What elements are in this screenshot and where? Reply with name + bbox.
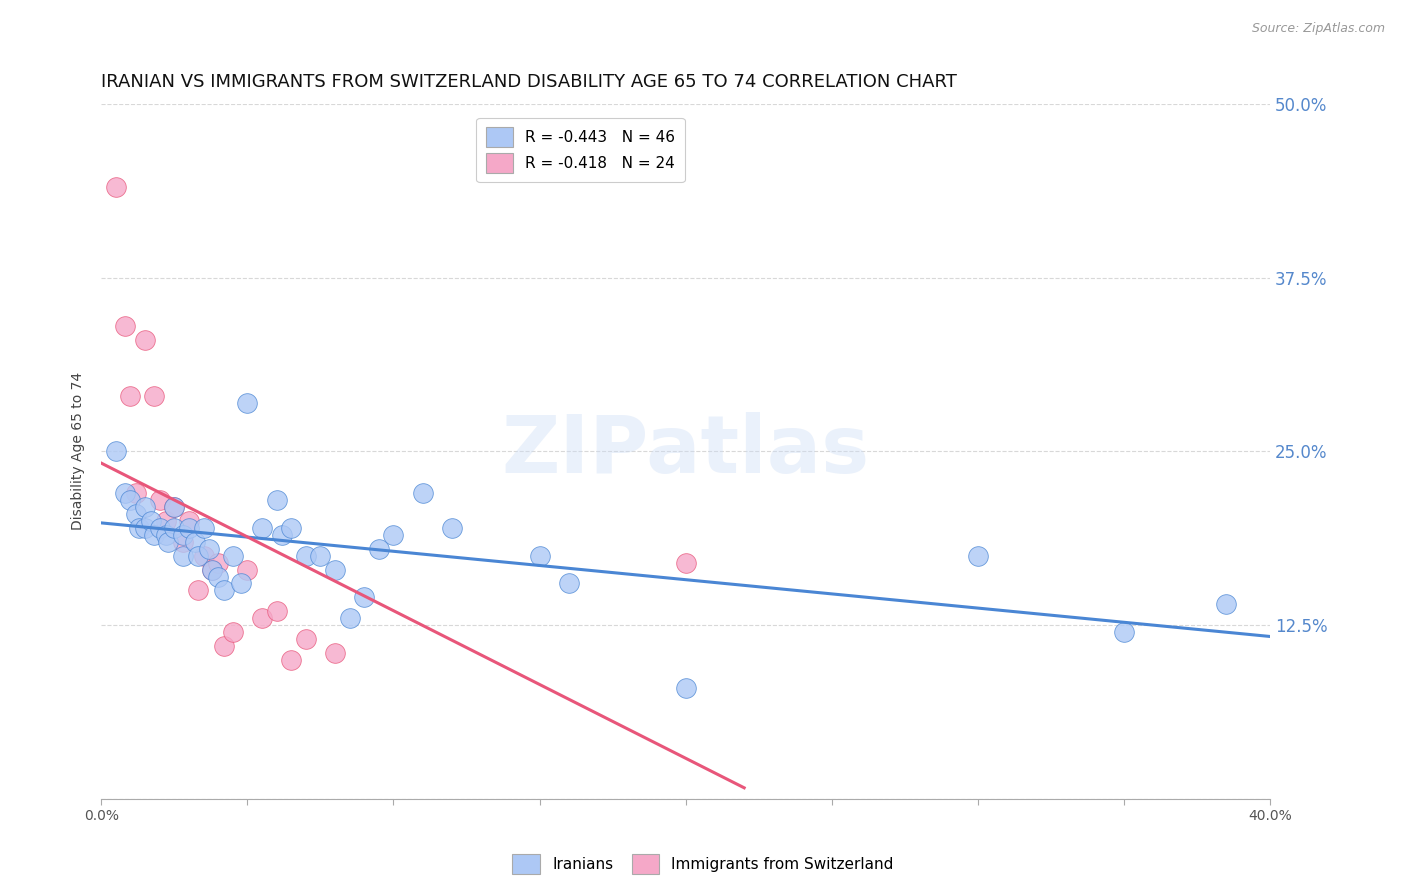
Point <box>222 549 245 563</box>
Point <box>266 604 288 618</box>
Point <box>558 576 581 591</box>
Point <box>201 563 224 577</box>
Point <box>177 521 200 535</box>
Point <box>367 541 389 556</box>
Y-axis label: Disability Age 65 to 74: Disability Age 65 to 74 <box>72 372 86 531</box>
Point <box>198 541 221 556</box>
Point <box>675 681 697 695</box>
Point <box>187 583 209 598</box>
Legend: R = -0.443   N = 46, R = -0.418   N = 24: R = -0.443 N = 46, R = -0.418 N = 24 <box>477 119 685 182</box>
Point <box>323 563 346 577</box>
Point <box>163 500 186 514</box>
Point <box>134 500 156 514</box>
Point <box>207 569 229 583</box>
Point <box>201 563 224 577</box>
Point <box>212 583 235 598</box>
Point <box>231 576 253 591</box>
Point <box>139 514 162 528</box>
Point <box>177 514 200 528</box>
Point <box>236 563 259 577</box>
Point <box>339 611 361 625</box>
Point <box>120 389 142 403</box>
Point <box>193 521 215 535</box>
Point <box>294 632 316 646</box>
Point <box>187 549 209 563</box>
Point <box>184 534 207 549</box>
Point <box>149 521 172 535</box>
Point <box>967 549 990 563</box>
Point <box>155 528 177 542</box>
Point <box>142 389 165 403</box>
Point <box>114 486 136 500</box>
Point <box>675 556 697 570</box>
Point <box>157 534 180 549</box>
Point <box>155 514 177 528</box>
Point <box>125 486 148 500</box>
Point <box>149 493 172 508</box>
Point <box>412 486 434 500</box>
Point <box>294 549 316 563</box>
Point <box>120 493 142 508</box>
Point <box>104 444 127 458</box>
Point <box>266 493 288 508</box>
Point <box>440 521 463 535</box>
Point <box>280 653 302 667</box>
Point <box>134 333 156 347</box>
Point <box>114 319 136 334</box>
Point <box>212 639 235 653</box>
Point <box>323 646 346 660</box>
Point <box>172 534 194 549</box>
Text: ZIPatlas: ZIPatlas <box>502 412 870 491</box>
Point <box>163 500 186 514</box>
Point <box>1114 625 1136 640</box>
Point <box>250 611 273 625</box>
Point <box>142 528 165 542</box>
Point <box>309 549 332 563</box>
Point <box>236 395 259 409</box>
Point <box>382 528 405 542</box>
Point <box>222 625 245 640</box>
Point <box>172 528 194 542</box>
Point <box>163 521 186 535</box>
Point <box>172 549 194 563</box>
Point <box>271 528 294 542</box>
Point <box>207 556 229 570</box>
Point <box>128 521 150 535</box>
Point <box>193 549 215 563</box>
Point <box>134 521 156 535</box>
Text: Source: ZipAtlas.com: Source: ZipAtlas.com <box>1251 22 1385 36</box>
Point <box>125 507 148 521</box>
Point <box>1215 598 1237 612</box>
Point <box>250 521 273 535</box>
Text: IRANIAN VS IMMIGRANTS FROM SWITZERLAND DISABILITY AGE 65 TO 74 CORRELATION CHART: IRANIAN VS IMMIGRANTS FROM SWITZERLAND D… <box>101 73 957 91</box>
Point <box>529 549 551 563</box>
Point <box>353 591 375 605</box>
Point <box>104 180 127 194</box>
Point <box>280 521 302 535</box>
Legend: Iranians, Immigrants from Switzerland: Iranians, Immigrants from Switzerland <box>506 848 900 880</box>
